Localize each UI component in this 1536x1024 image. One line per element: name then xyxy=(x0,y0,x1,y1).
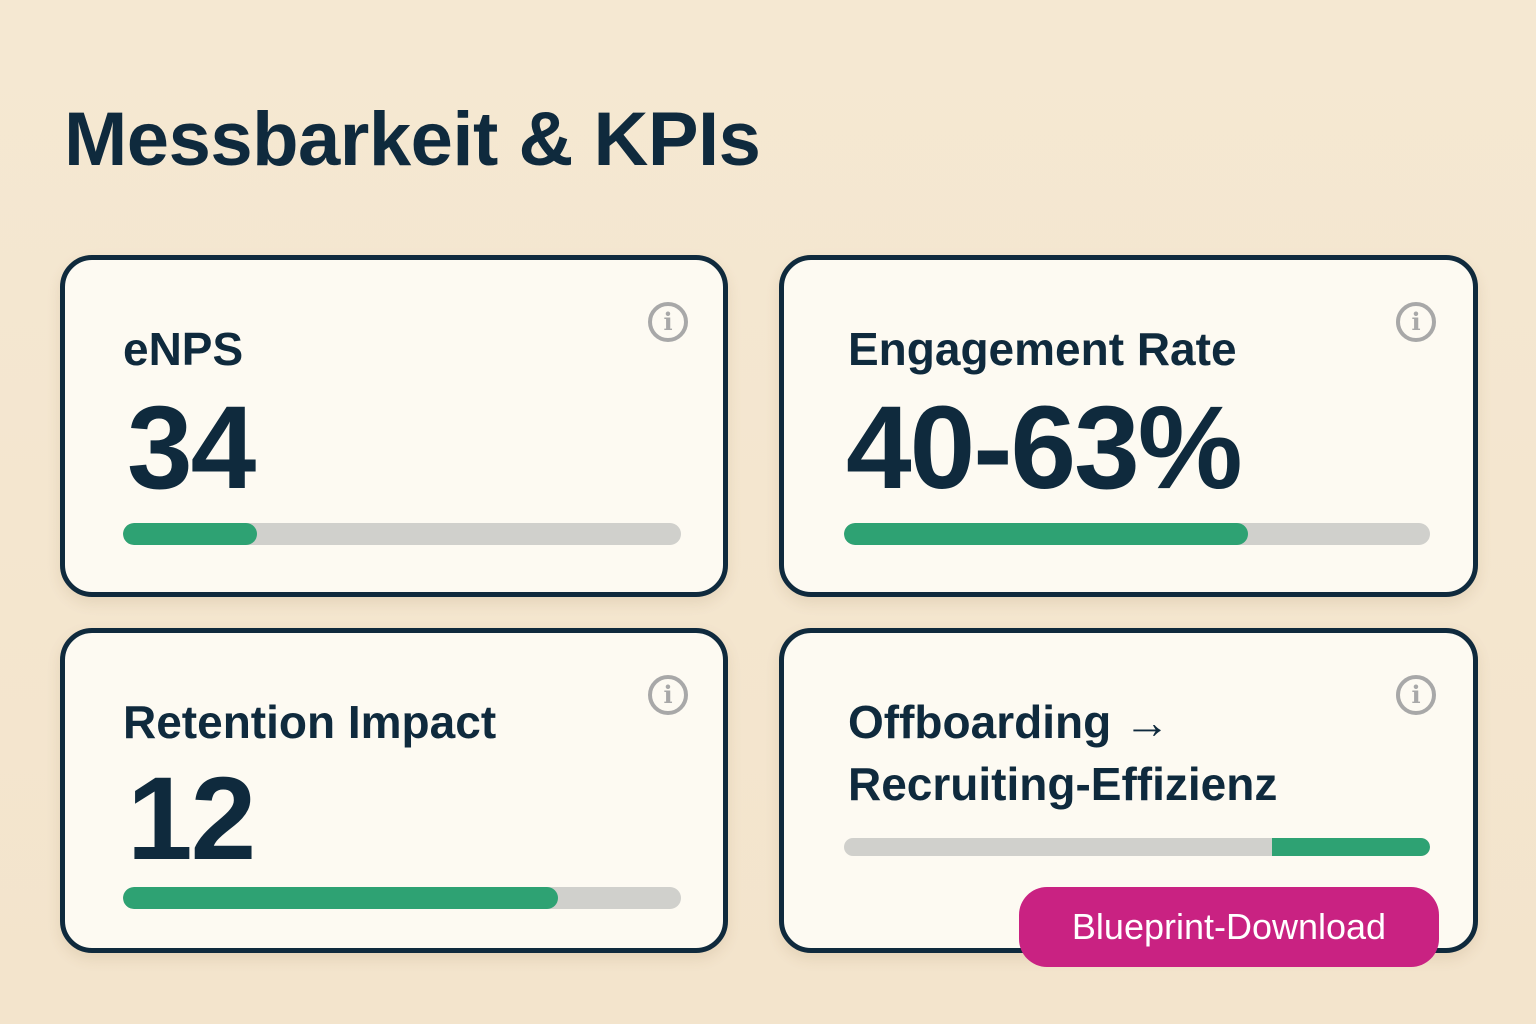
progress-fill xyxy=(1271,838,1430,856)
kpi-label: Retention Impact xyxy=(123,696,497,748)
kpi-value: 40-63% xyxy=(846,382,1243,514)
progress-fill xyxy=(123,523,257,545)
kpi-label: Engagement Rate xyxy=(848,323,1237,375)
progress-bar xyxy=(844,523,1430,545)
progress-bar xyxy=(123,523,681,545)
page-title: Messbarkeit & KPIs xyxy=(64,97,761,182)
info-icon[interactable]: i xyxy=(648,675,688,715)
progress-bar xyxy=(123,887,681,909)
kpi-card-enps: eNPS i 34 xyxy=(60,255,728,597)
kpi-value: 12 xyxy=(127,753,256,885)
kpi-card-retention-impact: Retention Impact i 12 xyxy=(60,628,728,953)
progress-fill xyxy=(123,887,559,909)
progress-bar xyxy=(844,838,1430,856)
info-icon[interactable]: i xyxy=(1396,302,1436,342)
kpi-label: Offboarding → Recruiting-Effizienz xyxy=(848,696,1278,810)
blueprint-download-button[interactable]: Blueprint-Download xyxy=(1019,887,1439,967)
kpi-card-engagement-rate: Engagement Rate i 40-63% xyxy=(779,255,1478,597)
info-icon[interactable]: i xyxy=(648,302,688,342)
kpi-label: eNPS xyxy=(123,323,244,375)
kpi-value: 34 xyxy=(127,382,256,514)
info-icon[interactable]: i xyxy=(1396,675,1436,715)
progress-fill xyxy=(844,523,1249,545)
